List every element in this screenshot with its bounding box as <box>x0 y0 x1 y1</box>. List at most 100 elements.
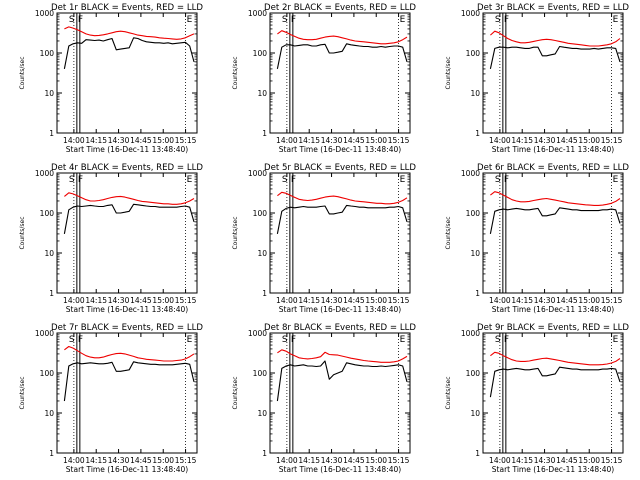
chart-title: Det 7r BLACK = Events, RED = LLD <box>51 323 203 333</box>
marker-label: S <box>69 175 75 185</box>
x-tick-label: 14:15 <box>511 456 533 465</box>
x-axis-label: Start Time (16-Dec-11 13:48:40) <box>492 305 614 314</box>
y-tick-label: 1000 <box>461 9 480 18</box>
x-tick-label: 14:30 <box>321 456 343 465</box>
chart-title: Det 8r BLACK = Events, RED = LLD <box>264 323 416 333</box>
y-tick-label: 1000 <box>248 169 267 178</box>
x-tick-label: 14:45 <box>343 136 365 145</box>
x-tick-label: 15:00 <box>152 136 174 145</box>
y-tick-label: 100 <box>466 49 481 58</box>
plot-frame <box>482 172 624 294</box>
x-axis-label: Start Time (16-Dec-11 13:48:40) <box>279 305 401 314</box>
x-tick-label: 14:45 <box>556 136 578 145</box>
y-tick-label: 1 <box>475 129 480 138</box>
lld-series-line <box>277 191 408 205</box>
marker-label: E <box>187 175 193 185</box>
x-tick-label: 14:30 <box>534 456 556 465</box>
y-tick-label: 100 <box>253 209 268 218</box>
x-tick-label: 14:15 <box>298 296 320 305</box>
x-tick-label: 14:00 <box>276 456 298 465</box>
lld-series-line <box>490 351 621 366</box>
y-tick-label: 10 <box>44 89 54 98</box>
y-tick-label: 100 <box>253 369 268 378</box>
chart-title: Det 9r BLACK = Events, RED = LLD <box>477 323 629 333</box>
marker-label: S <box>282 15 288 25</box>
y-tick-label: 10 <box>470 249 480 258</box>
x-tick-label: 15:15 <box>175 456 197 465</box>
lld-series-line <box>277 349 408 363</box>
x-tick-label: 14:15 <box>298 456 320 465</box>
chart-title: Det 1r BLACK = Events, RED = LLD <box>51 3 203 13</box>
y-tick-label: 1 <box>49 449 54 458</box>
y-tick-label: 10 <box>44 409 54 418</box>
marker-label: F <box>291 15 296 25</box>
x-tick-label: 15:15 <box>388 296 410 305</box>
y-axis-label: Counts/sec <box>232 216 239 249</box>
y-axis-label: Counts/sec <box>19 216 26 249</box>
plot-frame <box>269 332 411 454</box>
plot-frame <box>56 12 198 134</box>
chart-title: Det 5r BLACK = Events, RED = LLD <box>264 163 416 173</box>
y-tick-label: 10 <box>44 249 54 258</box>
y-tick-label: 100 <box>40 209 55 218</box>
marker-label: E <box>187 335 193 345</box>
plot-frame <box>56 172 198 294</box>
marker-label: S <box>69 15 75 25</box>
x-tick-label: 14:45 <box>343 296 365 305</box>
marker-label: E <box>400 15 406 25</box>
marker-label: F <box>291 335 296 345</box>
y-tick-label: 1000 <box>35 9 54 18</box>
events-series-line <box>276 360 408 402</box>
chart-panel: Det 9r BLACK = Events, RED = LLD Counts/s… <box>445 323 629 474</box>
x-tick-label: 15:15 <box>175 136 197 145</box>
plot-frame <box>56 332 198 454</box>
x-tick-label: 15:15 <box>175 296 197 305</box>
y-tick-label: 10 <box>257 249 267 258</box>
x-tick-label: 15:15 <box>388 456 410 465</box>
marker-label: F <box>78 335 83 345</box>
y-tick-label: 100 <box>40 369 55 378</box>
x-tick-label: 15:15 <box>601 456 623 465</box>
marker-label: E <box>613 175 619 185</box>
marker-label: E <box>400 335 406 345</box>
chart-panel: Det 5r BLACK = Events, RED = LLD Counts/s… <box>232 163 416 314</box>
x-tick-label: 14:30 <box>321 296 343 305</box>
y-tick-label: 100 <box>40 49 55 58</box>
y-tick-label: 1 <box>262 449 267 458</box>
x-axis-label: Start Time (16-Dec-11 13:48:40) <box>66 145 188 154</box>
x-axis-label: Start Time (16-Dec-11 13:48:40) <box>279 465 401 474</box>
y-tick-label: 1 <box>49 129 54 138</box>
marker-label: E <box>187 15 193 25</box>
x-tick-label: 15:00 <box>578 296 600 305</box>
marker-label: F <box>291 175 296 185</box>
events-series-line <box>63 37 195 70</box>
chart-panel: Det 7r BLACK = Events, RED = LLD Counts/s… <box>19 323 203 474</box>
chart-title: Det 4r BLACK = Events, RED = LLD <box>51 163 203 173</box>
x-axis-label: Start Time (16-Dec-11 13:48:40) <box>492 145 614 154</box>
marker-label: F <box>78 175 83 185</box>
x-tick-label: 15:00 <box>152 296 174 305</box>
marker-label: S <box>282 175 288 185</box>
marker-label: S <box>495 175 501 185</box>
x-tick-label: 15:00 <box>578 456 600 465</box>
lld-series-line <box>490 30 621 47</box>
y-tick-label: 100 <box>466 369 481 378</box>
marker-label: E <box>613 335 619 345</box>
plot-frame <box>482 12 624 134</box>
y-tick-label: 10 <box>257 409 267 418</box>
x-tick-label: 15:00 <box>578 136 600 145</box>
x-tick-label: 15:15 <box>601 136 623 145</box>
chart-title: Det 3r BLACK = Events, RED = LLD <box>477 3 629 13</box>
x-tick-label: 15:00 <box>365 136 387 145</box>
y-axis-label: Counts/sec <box>232 56 239 89</box>
lld-series-line <box>64 192 195 205</box>
y-tick-label: 1000 <box>248 329 267 338</box>
events-series-line <box>276 43 408 70</box>
x-tick-label: 14:15 <box>298 136 320 145</box>
x-tick-label: 14:15 <box>85 456 107 465</box>
x-tick-label: 14:30 <box>108 136 130 145</box>
events-series-line <box>489 45 621 70</box>
x-axis-label: Start Time (16-Dec-11 13:48:40) <box>66 465 188 474</box>
marker-label: F <box>504 175 509 185</box>
x-tick-label: 14:30 <box>534 136 556 145</box>
